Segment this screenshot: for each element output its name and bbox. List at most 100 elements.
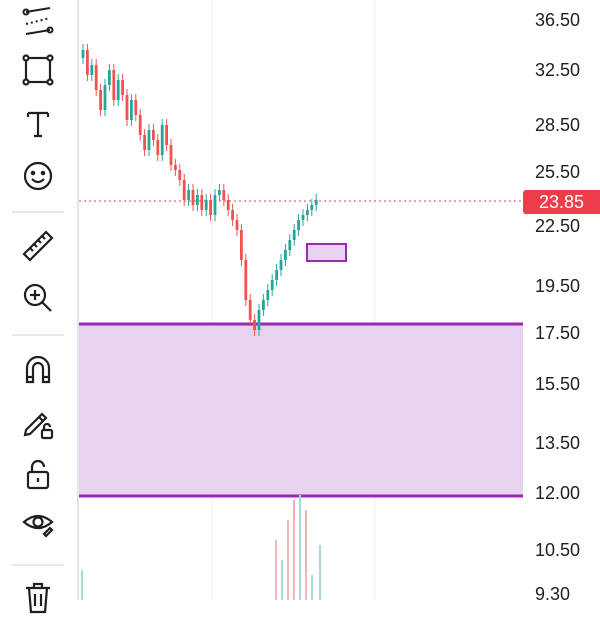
candle-body <box>253 320 256 330</box>
candle-body <box>314 200 318 205</box>
candle-body <box>240 230 243 260</box>
toolbar-separator <box>12 564 64 566</box>
candle-body <box>244 260 248 300</box>
candle-body <box>306 210 309 215</box>
hide-drawings-tool[interactable] <box>14 500 62 544</box>
candle-body <box>226 200 230 210</box>
magnet-tool[interactable] <box>14 348 62 392</box>
candle-body <box>270 280 274 290</box>
candle-body <box>165 125 168 145</box>
volume-bar <box>281 560 283 600</box>
magnet-icon <box>25 355 51 384</box>
candle-body <box>196 195 199 205</box>
candle-body <box>288 240 292 250</box>
volume-bar <box>311 575 313 600</box>
candle-body <box>178 170 182 180</box>
candle-body <box>266 290 270 300</box>
price-axis-label: 13.50 <box>535 433 581 453</box>
candle-body <box>169 145 173 165</box>
candle-body <box>275 270 278 280</box>
price-chart[interactable] <box>79 0 600 600</box>
price-axis-label: 17.50 <box>535 323 581 343</box>
candle-body <box>284 250 287 260</box>
emoji-tool[interactable] <box>14 154 62 198</box>
candle-body <box>231 210 234 220</box>
zoom-tool[interactable] <box>14 276 62 320</box>
candle-body <box>130 100 133 120</box>
price-axis-label: 28.50 <box>535 115 581 135</box>
trend-lines-icon <box>22 7 54 35</box>
ruler-icon <box>22 230 54 262</box>
last-price-tag: 23.85 <box>523 190 600 214</box>
price-axis-label: 10.50 <box>535 540 581 560</box>
lock-all-tool[interactable] <box>14 452 62 496</box>
candle-body <box>191 190 195 205</box>
candle-body <box>147 130 151 150</box>
candle-body <box>182 180 186 200</box>
eye-icon <box>22 514 54 538</box>
volume-bar <box>305 510 307 600</box>
candle-body <box>257 310 261 330</box>
candle-body <box>200 195 204 210</box>
price-axis-label: 15.50 <box>535 374 581 394</box>
price-axis-label: 9.30 <box>535 584 571 604</box>
candle-body <box>301 215 305 220</box>
candle-body <box>310 205 314 210</box>
measure-tool[interactable] <box>14 224 62 268</box>
price-axis-label: 12.00 <box>535 483 581 503</box>
volume-bar <box>293 500 295 600</box>
candle-body <box>125 95 129 120</box>
candle-body <box>134 100 138 115</box>
candle-body <box>94 65 98 90</box>
rectangle-drawing <box>306 243 347 262</box>
pencil-lock-icon <box>23 412 54 440</box>
candle-body <box>99 90 102 110</box>
trash-icon <box>26 582 50 614</box>
candle-body <box>152 130 155 140</box>
smiley-icon <box>23 161 53 191</box>
volume-bar <box>287 520 289 600</box>
rectangle-icon <box>22 54 54 86</box>
candle-body <box>248 300 252 320</box>
candle-body <box>103 85 107 110</box>
candle-body <box>209 200 212 215</box>
candle-body <box>213 195 217 215</box>
text-icon <box>26 111 50 138</box>
lock-drawings-tool[interactable] <box>14 400 62 444</box>
candle-body <box>90 65 94 75</box>
unlock-icon <box>26 459 50 490</box>
candle-body <box>138 115 142 135</box>
trend-line-tool[interactable] <box>14 0 62 44</box>
candle-body <box>116 80 120 100</box>
remove-drawings-tool[interactable] <box>14 574 62 618</box>
candle-body <box>108 70 111 85</box>
candle-body <box>222 190 226 200</box>
price-axis-label: 22.50 <box>535 216 581 236</box>
volume-bar <box>275 540 277 600</box>
drawing-toolbar <box>0 0 77 614</box>
price-axis-label: 32.50 <box>535 60 581 80</box>
candle-body <box>297 220 300 230</box>
candle-body <box>204 200 208 210</box>
candle-body <box>156 140 160 155</box>
zoom-in-icon <box>23 283 52 312</box>
candle-body <box>235 220 239 230</box>
text-tool[interactable] <box>14 102 62 146</box>
candle-body <box>112 70 116 100</box>
support-zone <box>79 324 523 496</box>
volume-bar <box>299 495 301 600</box>
volume-bar <box>81 570 83 600</box>
candle-body <box>187 190 190 200</box>
candle-body <box>121 80 124 95</box>
candle-body <box>81 50 85 58</box>
candle-body <box>86 50 89 75</box>
candle-body <box>160 125 164 155</box>
candle-body <box>279 260 283 270</box>
candle-body <box>262 300 265 310</box>
chart-pane[interactable]: 36.50 32.50 28.50 25.50 22.50 19.50 17.5… <box>79 0 600 604</box>
toolbar-separator <box>12 334 64 336</box>
toolbar-border <box>77 0 79 600</box>
candle-body <box>174 165 177 170</box>
price-axis-label: 19.50 <box>535 276 581 296</box>
rectangle-tool[interactable] <box>14 48 62 92</box>
